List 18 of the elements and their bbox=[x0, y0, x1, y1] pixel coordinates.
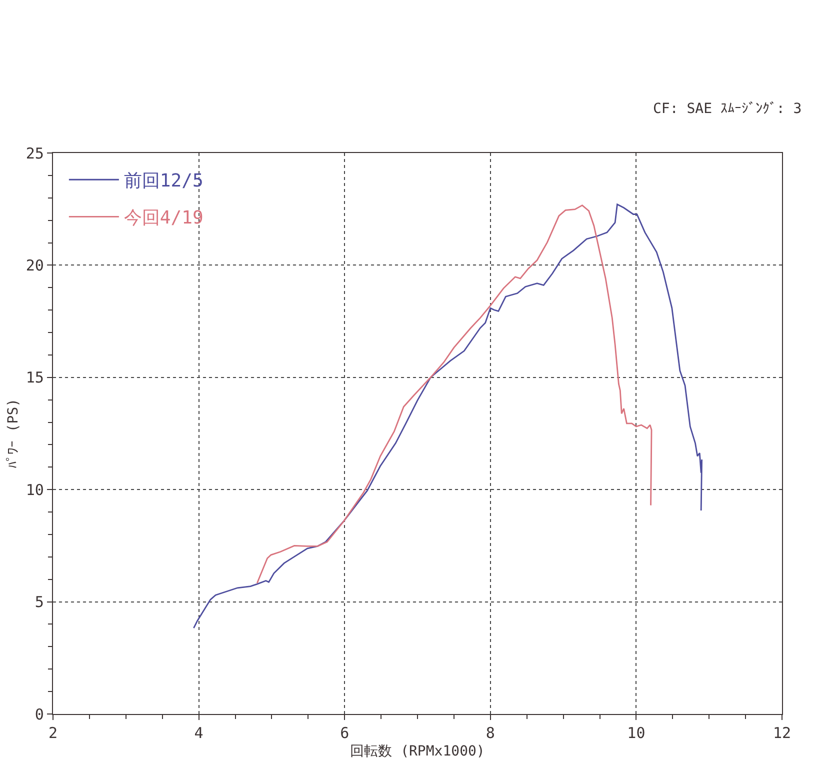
legend-label: 前回12/5 bbox=[124, 170, 204, 192]
y-tick-label: 10 bbox=[26, 480, 44, 499]
y-tick-label: 0 bbox=[34, 705, 44, 724]
y-tick-label: 20 bbox=[26, 256, 44, 274]
x-tick-label: 4 bbox=[194, 724, 204, 742]
text: CF: SAE ｽﾑｰｼﾞﾝｸﾞ: 3 bbox=[653, 101, 802, 117]
legend-label: 今回4/19 bbox=[124, 208, 204, 229]
x-tick-label: 2 bbox=[48, 724, 58, 742]
x-tick-label: 10 bbox=[627, 724, 646, 742]
y-axis-title: ﾊﾟﾜｰ (PS) bbox=[5, 398, 22, 469]
x-tick-label: 8 bbox=[486, 724, 495, 742]
x-tick-label: 6 bbox=[340, 724, 350, 742]
y-tick-label: 15 bbox=[26, 368, 44, 387]
line-series bbox=[256, 204, 652, 584]
y-tick-label: 5 bbox=[34, 593, 44, 612]
x-axis-title: 回転数 (RPMx1000) bbox=[350, 743, 485, 760]
y-tick-label: 25 bbox=[26, 144, 44, 162]
x-tick-label: 12 bbox=[772, 724, 792, 742]
